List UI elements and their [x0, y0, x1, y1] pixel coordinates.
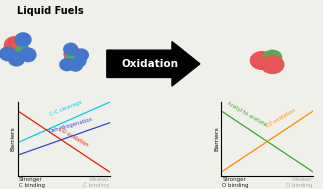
- Circle shape: [15, 33, 31, 46]
- Text: Stronger
O binding: Stronger O binding: [222, 177, 249, 187]
- Circle shape: [20, 48, 36, 62]
- Text: Liquid Fuels: Liquid Fuels: [17, 6, 83, 16]
- Circle shape: [9, 52, 24, 66]
- Text: CO oxidation: CO oxidation: [265, 108, 297, 129]
- Circle shape: [263, 50, 282, 64]
- Circle shape: [68, 59, 82, 71]
- Text: Weaker
O binding: Weaker O binding: [286, 177, 313, 187]
- Circle shape: [60, 59, 74, 71]
- Text: Dehydrogenation: Dehydrogenation: [48, 117, 94, 135]
- Text: CO oxidation: CO oxidation: [57, 127, 89, 148]
- Text: Oxidation: Oxidation: [121, 59, 178, 69]
- Text: Acetyl to acetate: Acetyl to acetate: [226, 100, 268, 127]
- Text: Stronger
C binding: Stronger C binding: [19, 177, 45, 187]
- Circle shape: [64, 47, 81, 62]
- Text: C-C cleavage: C-C cleavage: [49, 99, 83, 117]
- Circle shape: [74, 49, 88, 61]
- Circle shape: [16, 45, 30, 57]
- Circle shape: [64, 43, 78, 55]
- Circle shape: [65, 54, 77, 65]
- Circle shape: [0, 47, 16, 61]
- Circle shape: [5, 37, 24, 54]
- Circle shape: [261, 56, 284, 74]
- Circle shape: [72, 55, 86, 67]
- Y-axis label: Barriers: Barriers: [11, 127, 16, 151]
- FancyArrow shape: [107, 42, 200, 86]
- Y-axis label: Barriers: Barriers: [214, 127, 219, 151]
- Text: Weaker
C binding: Weaker C binding: [83, 177, 109, 187]
- Circle shape: [250, 52, 273, 69]
